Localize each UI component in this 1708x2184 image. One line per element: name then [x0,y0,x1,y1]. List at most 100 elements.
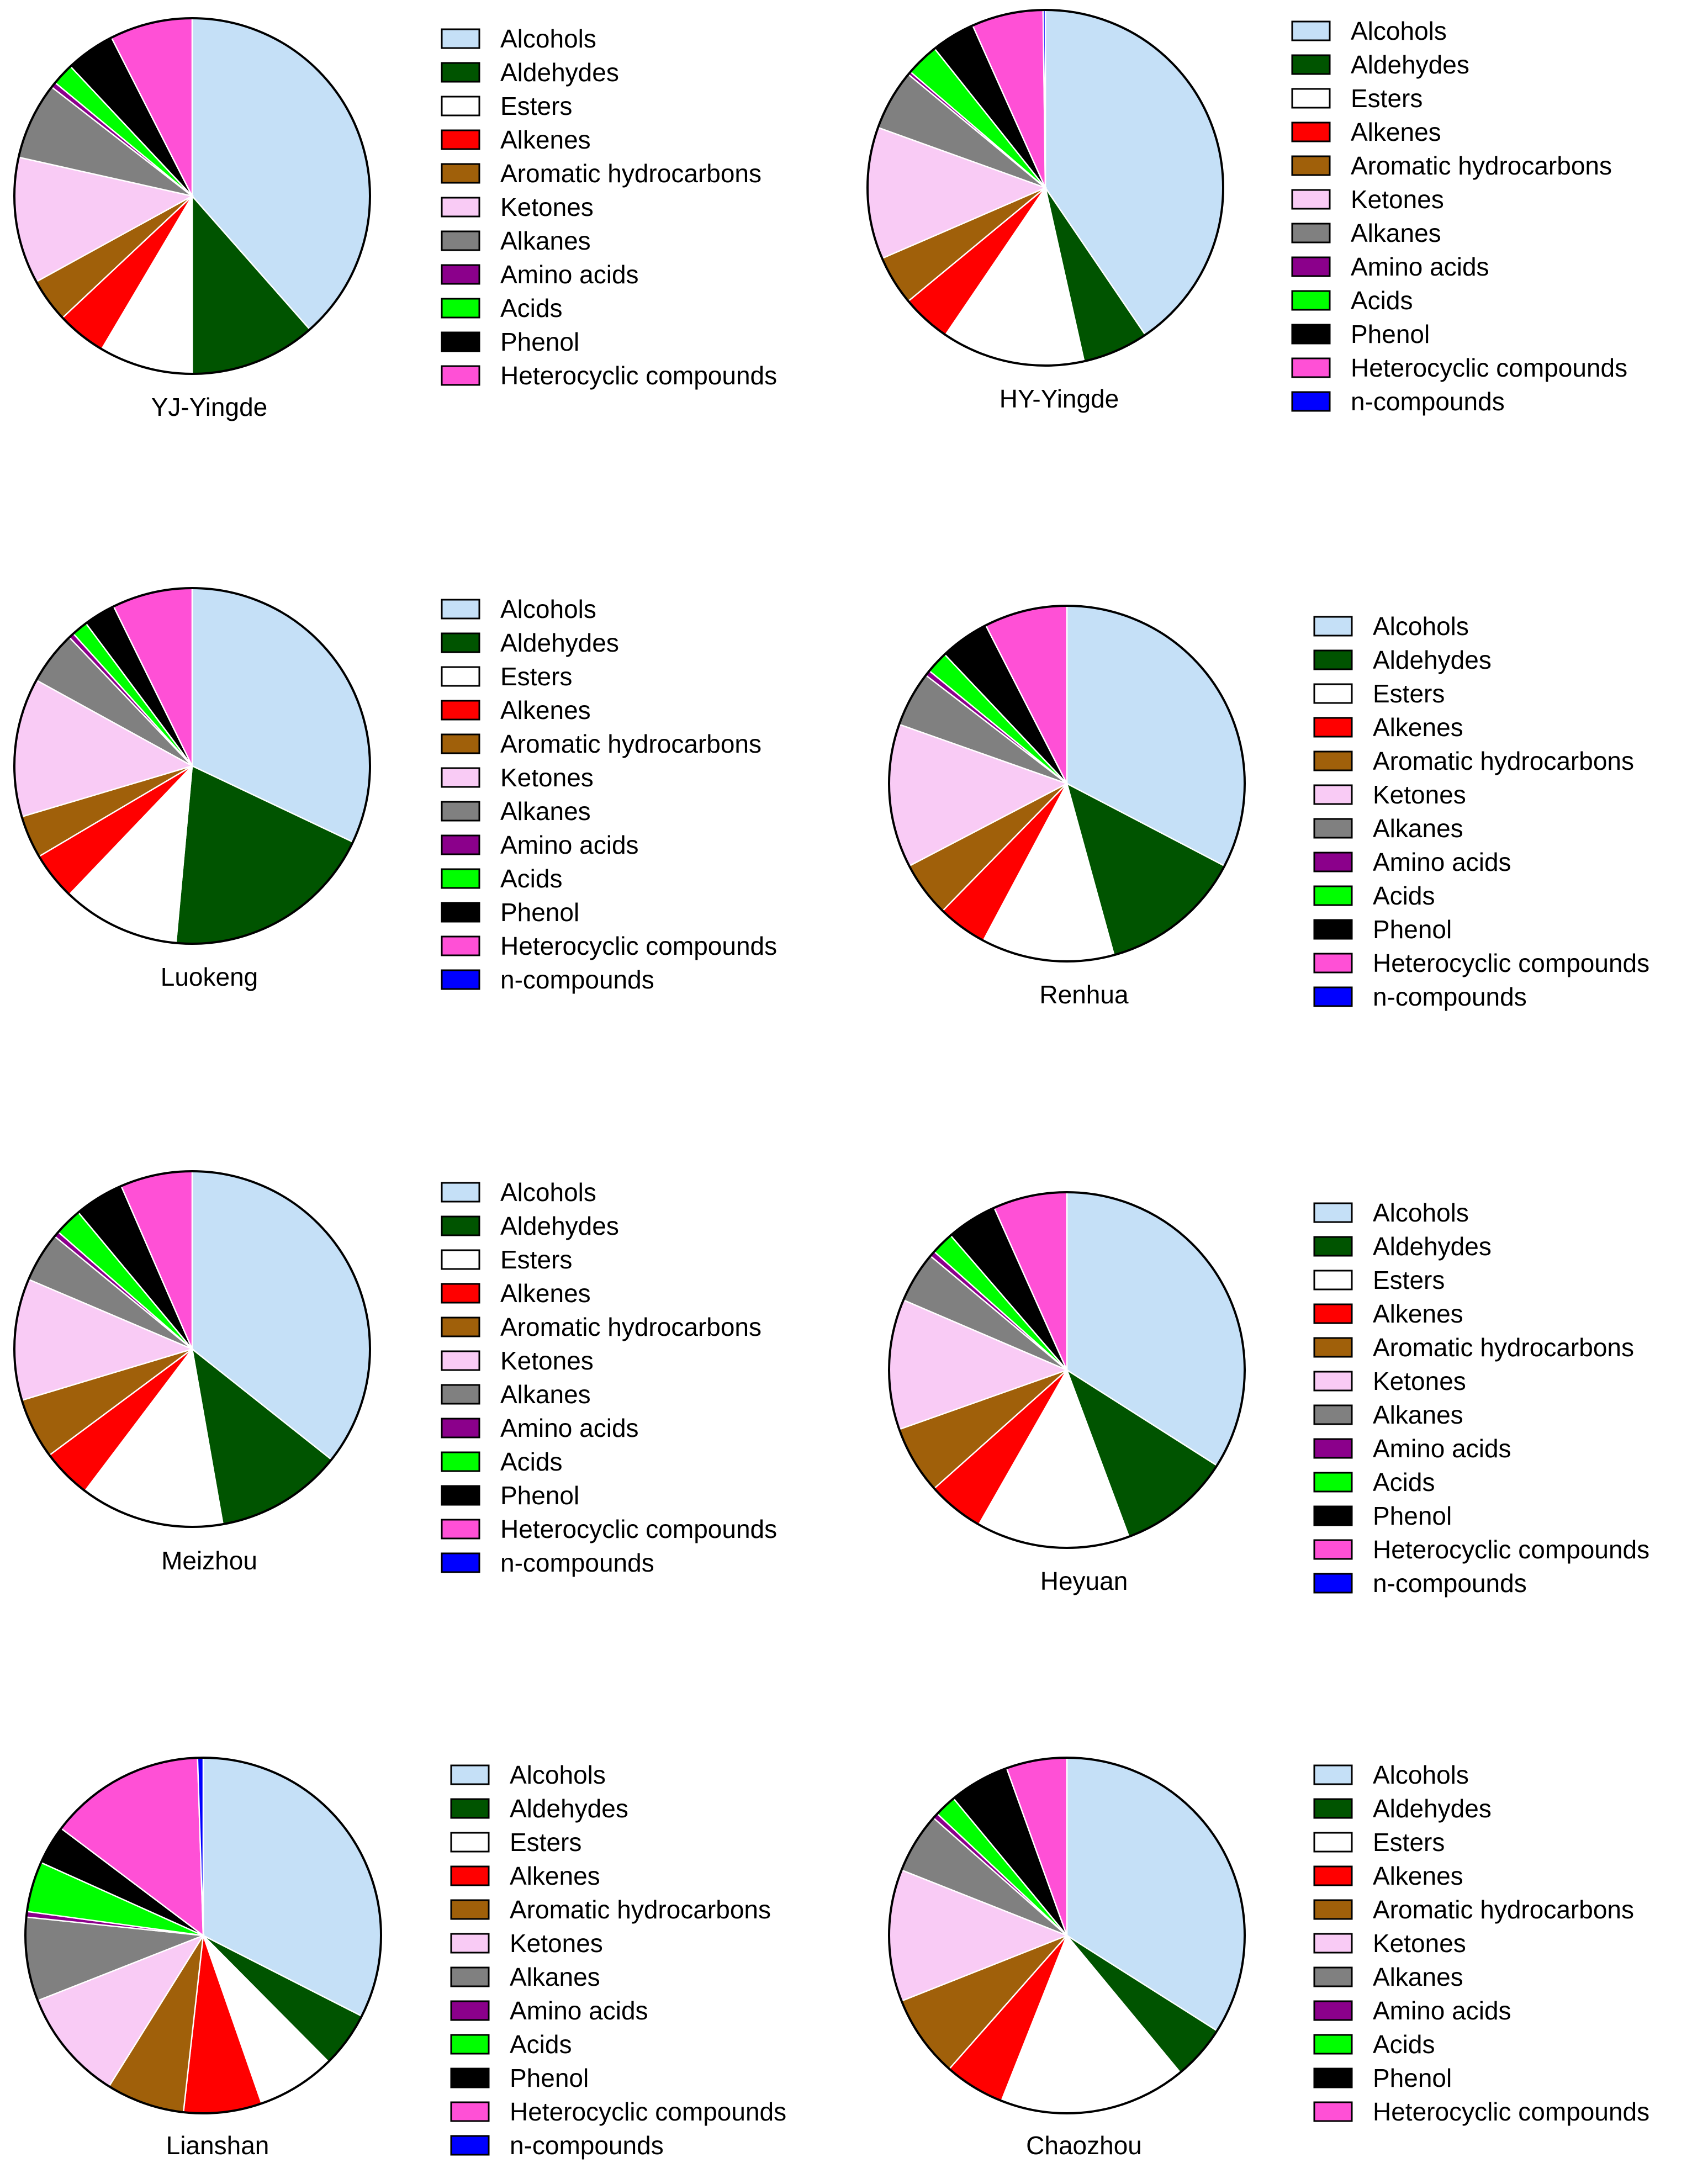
pie-chart-meizhou: Meizhou Alcohols Aldehydes Esters Alkenes Aro… [13,1170,777,1577]
legend-swatch-amino-acids [441,834,480,855]
site-label: Luokeng [161,963,258,991]
pie-chart-lianshan: Lianshan Alcohols Aldehydes Esters Alkenes Ar… [24,1757,786,2160]
legend: Alcohols Aldehydes Esters Alkenes Aromatic h… [441,1178,777,1577]
legend-label-acids: Acids [1373,1468,1435,1496]
legend-label-alkenes: Alkenes [500,125,591,154]
site-label: Meizhou [161,1546,257,1575]
legend-label-aromatic-hydrocarbons: Aromatic hydrocarbons [510,1895,771,1924]
legend-label-heterocyclic-compounds: Heterocyclic compounds [1351,353,1627,382]
legend-swatch-amino-acids [1313,1438,1353,1459]
legend-swatch-aromatic-hydrocarbons [1313,1899,1353,1920]
legend-label-n-compounds: n-compounds [510,2131,664,2160]
legend-swatch-acids [1313,1472,1353,1493]
legend-swatch-amino-acids [1291,256,1331,277]
legend-swatch-alcohols [1291,20,1331,41]
legend-swatch-alcohols [441,1182,480,1203]
legend-label-ketones: Ketones [510,1929,603,1958]
legend-label-acids: Acids [1373,2030,1435,2059]
pie-chart-hy-yingde: HY-YingdeAlcoholsAldehydesEstersAlkenesA… [866,9,1627,416]
legend-label-amino-acids: Amino acids [1373,848,1511,876]
legend-label-aromatic-hydrocarbons: Aromatic hydrocarbons [1351,151,1612,180]
legend-swatch-esters [441,96,480,117]
legend-swatch-acids [1291,290,1331,311]
legend-label-esters: Esters [510,1828,581,1857]
legend-label-heterocyclic-compounds: Heterocyclic compounds [1373,949,1649,977]
pie-outline [13,587,371,945]
legend-label-phenol: Phenol [510,2064,589,2092]
legend-swatch-alkenes [441,700,480,721]
legend-swatch-alkanes [1313,818,1353,839]
legend-label-ketones: Ketones [1351,185,1444,214]
pie-chart-renhua: Renhua Alcohols Aldehydes Esters Alkenes Arom… [888,605,1649,1011]
pie-chart-heyuan: Heyuan Alcohols Aldehydes Esters Alkenes Arom… [888,1191,1649,1598]
legend-swatch-alkenes [441,1283,480,1304]
legend-label-phenol: Phenol [1373,915,1452,944]
legend: Alcohols Aldehydes Esters Alkenes Aromatic h… [441,24,777,390]
legend-label-phenol: Phenol [1373,1501,1452,1530]
legend-label-n-compounds: n-compounds [1373,1569,1527,1598]
legend-label-phenol: Phenol [500,898,579,927]
legend-swatch-amino-acids [1313,852,1353,872]
legend-swatch-n-compounds [1313,1573,1353,1594]
legend-swatch-amino-acids [450,2000,490,2021]
legend-swatch-n-compounds [1313,986,1353,1007]
legend-label-ketones: Ketones [1373,1367,1466,1395]
legend-label-acids: Acids [500,1447,562,1476]
legend-label-alkanes: Alkanes [1373,1963,1463,1991]
legend-label-alkenes: Alkenes [1351,118,1441,146]
legend-swatch-alcohols [441,28,480,49]
legend-swatch-heterocyclic-compounds [441,365,480,386]
legend-swatch-acids [441,1451,480,1472]
legend-swatch-heterocyclic-compounds [1291,357,1331,378]
legend-label-phenol: Phenol [1351,320,1430,348]
legend-swatch-alkenes [1291,121,1331,142]
pie-outline [888,1191,1246,1549]
legend-label-alcohols: Alcohols [1351,17,1447,45]
legend-swatch-aromatic-hydrocarbons [441,1316,480,1337]
legend-swatch-alcohols [450,1764,490,1785]
legend-label-amino-acids: Amino acids [1373,1996,1511,2025]
legend: Alcohols Aldehydes Esters Alkenes Aromatic h… [441,595,777,994]
legend-swatch-aromatic-hydrocarbons [441,733,480,754]
legend-swatch-ketones [1291,189,1331,210]
legend-swatch-aldehydes [1291,54,1331,75]
legend-swatch-alkenes [1313,1303,1353,1324]
legend-swatch-alkanes [1291,223,1331,244]
legend-swatch-alcohols [1313,616,1353,637]
pie-outline [13,17,371,375]
legend-swatch-acids [1313,2034,1353,2055]
legend-swatch-alkanes [450,1966,490,1987]
legend-swatch-ketones [1313,1371,1353,1392]
legend-label-amino-acids: Amino acids [510,1996,648,2025]
legend: Alcohols Aldehydes Esters Alkenes Aromatic h… [1313,612,1649,1011]
legend-label-alcohols: Alcohols [500,595,596,623]
legend-swatch-aldehydes [1313,1236,1353,1257]
legend-label-alkanes: Alkanes [1373,814,1463,843]
legend-label-alkenes: Alkenes [1373,1299,1463,1328]
legend-swatch-alcohols [441,599,480,620]
legend-label-ketones: Ketones [500,193,594,221]
legend-label-n-compounds: n-compounds [1373,982,1527,1011]
legend-swatch-aldehydes [450,1798,490,1819]
legend-label-phenol: Phenol [500,1481,579,1510]
legend-label-alcohols: Alcohols [1373,612,1469,641]
legend-label-alkanes: Alkanes [1373,1400,1463,1429]
legend-label-phenol: Phenol [500,327,579,356]
site-label: HY-Yingde [1000,384,1119,413]
legend-label-aldehydes: Aldehydes [1373,646,1492,674]
legend-swatch-esters [1313,1832,1353,1853]
legend-swatch-heterocyclic-compounds [441,935,480,956]
site-label: Chaozhou [1026,2131,1142,2160]
legend-swatch-heterocyclic-compounds [1313,953,1353,974]
legend-swatch-aldehydes [441,1215,480,1236]
legend-swatch-esters [450,1832,490,1853]
legend-swatch-amino-acids [1313,2000,1353,2021]
legend-label-amino-acids: Amino acids [500,831,639,859]
legend-label-amino-acids: Amino acids [500,260,639,289]
legend-label-acids: Acids [1351,286,1413,315]
legend-swatch-alkenes [1313,1865,1353,1886]
legend-label-amino-acids: Amino acids [1373,1434,1511,1463]
legend-label-heterocyclic-compounds: Heterocyclic compounds [500,1515,777,1543]
legend-swatch-alkanes [441,801,480,822]
